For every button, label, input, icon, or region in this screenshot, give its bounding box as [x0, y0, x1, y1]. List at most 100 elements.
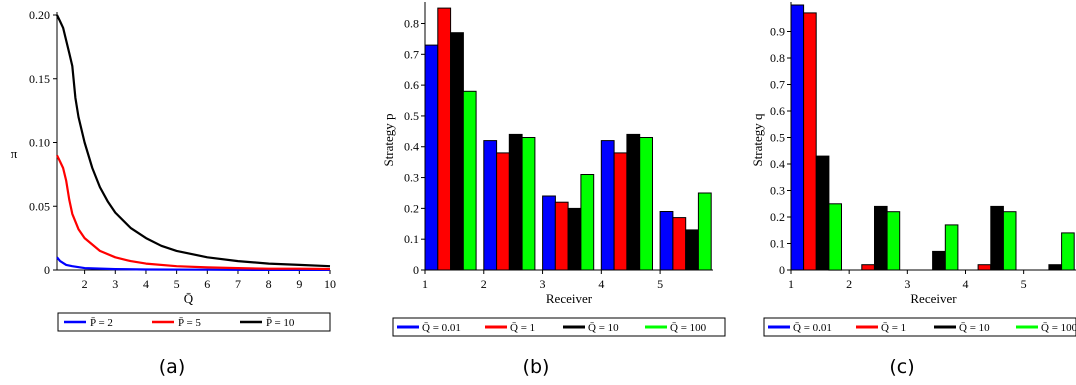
c-bar [933, 251, 946, 270]
b-y-tick-label: 0 [413, 263, 419, 277]
c-y-tick-label: 0.6 [770, 104, 785, 118]
b-bar [660, 212, 673, 271]
c-legend-label: Q̄ = 0.01 [793, 322, 832, 334]
a-x-tick-label: 3 [112, 277, 118, 291]
b-bar [451, 33, 464, 270]
c-y-tick-label: 0.9 [770, 25, 785, 39]
b-bar [543, 196, 556, 270]
a-y-tick-label: 0.20 [29, 8, 50, 22]
b-bar [425, 45, 438, 270]
b-bar [686, 230, 699, 270]
a-x-tick-label: 6 [204, 277, 210, 291]
c-y-tick-label: 0.2 [770, 210, 785, 224]
a-y-tick-label: 0.05 [29, 199, 50, 213]
a-x-tick-label: 2 [82, 277, 88, 291]
a-x-tick-label: 10 [324, 277, 336, 291]
a-x-tick-label: 4 [143, 277, 149, 291]
b-bar [698, 193, 711, 270]
b-y-tick-label: 0.5 [404, 109, 419, 123]
a-series-line [57, 155, 330, 269]
c-x-tick-label: 3 [904, 277, 910, 291]
b-bar [438, 8, 451, 270]
a-y-tick-label: 0.10 [29, 136, 50, 150]
b-bar [484, 141, 497, 270]
caption-a: (a) [159, 356, 185, 378]
b-y-tick-label: 0.4 [404, 140, 419, 154]
caption-b: (b) [523, 356, 550, 378]
c-bar [1003, 212, 1016, 270]
a-x-tick-label: 5 [174, 277, 180, 291]
a-y-axis-label: π [11, 146, 18, 161]
c-y-tick-label: 0.7 [770, 78, 785, 92]
panel-b-bar-chart: 0 0.1 0.2 0.3 0.4 0.5 0.6 0.7 0.8 1 2 3 4 5 Strategy p… [381, 2, 725, 336]
a-x-tick-label: 8 [266, 277, 272, 291]
b-x-tick-label: 5 [657, 277, 663, 291]
panel-a-line-chart: 2 3 4 5 6 7 8 9 10 0 0.05 0.10 0.15 0.20 π Q̄ P̄ = 2 P̄ =… [11, 8, 336, 331]
b-bar [463, 91, 476, 270]
c-y-tick-label: 0.1 [770, 237, 785, 251]
c-bar [862, 265, 875, 270]
c-y-axis-label: Strategy q [750, 113, 765, 167]
b-y-tick-label: 0.3 [404, 171, 419, 185]
c-legend-label: Q̄ = 10 [959, 322, 990, 334]
a-x-tick-label: 9 [296, 277, 302, 291]
a-y-tick-label: 0.15 [29, 72, 50, 86]
b-y-tick-label: 0.7 [404, 47, 419, 61]
b-x-axis-label: Receiver [546, 291, 593, 306]
b-bar [555, 202, 568, 270]
c-y-tick-label: 0.8 [770, 51, 785, 65]
c-bar [945, 225, 958, 270]
c-bar [875, 206, 888, 270]
c-legend-label: Q̄ = 100 [1041, 322, 1076, 334]
c-y-tick-label: 0.5 [770, 131, 785, 145]
b-bar [581, 175, 594, 271]
b-bar [522, 138, 535, 271]
panel-c-bar-chart: 0 0.1 0.2 0.3 0.4 0.5 0.6 0.7 0.8 0.9 1 2 3 4 5 Strateg… [750, 2, 1076, 336]
b-bar [640, 138, 653, 271]
b-bar [509, 134, 522, 270]
b-y-tick-label: 0.2 [404, 201, 419, 215]
c-bar [1049, 265, 1062, 270]
c-y-tick-label: 0.3 [770, 184, 785, 198]
a-legend-label: P̄ = 2 [90, 317, 113, 329]
b-y-axis-label: Strategy p [381, 113, 396, 166]
b-legend-label: Q̄ = 100 [670, 322, 707, 334]
c-bar [991, 206, 1004, 270]
c-y-tick-label: 0.4 [770, 157, 785, 171]
c-y-tick-label: 0 [779, 263, 785, 277]
b-legend-label: Q̄ = 0.01 [422, 322, 461, 334]
b-x-tick-label: 3 [540, 277, 546, 291]
b-bar [614, 153, 627, 270]
a-y-tick-label: 0 [44, 263, 50, 277]
b-y-tick-label: 0.1 [404, 232, 419, 246]
b-y-tick-label: 0.6 [404, 78, 419, 92]
c-bar [978, 265, 991, 270]
c-x-axis-label: Receiver [910, 291, 957, 306]
c-bar [1062, 233, 1075, 270]
b-legend-label: Q̄ = 1 [510, 322, 535, 334]
a-x-tick-label: 7 [235, 277, 241, 291]
c-x-tick-label: 4 [962, 277, 968, 291]
c-x-tick-label: 5 [1021, 277, 1027, 291]
b-y-tick-label: 0.8 [404, 16, 419, 30]
c-bar [829, 204, 842, 270]
a-legend-label: P̄ = 10 [266, 317, 295, 329]
c-bar [816, 156, 829, 270]
b-x-tick-label: 1 [422, 277, 428, 291]
c-bar [804, 13, 817, 270]
b-bar [627, 134, 640, 270]
b-bar [601, 141, 614, 270]
caption-c: (c) [889, 356, 914, 378]
b-x-tick-label: 4 [598, 277, 604, 291]
a-legend-label: P̄ = 5 [178, 317, 201, 329]
c-bar [791, 5, 804, 270]
b-legend-label: Q̄ = 10 [588, 322, 619, 334]
b-x-tick-label: 2 [481, 277, 487, 291]
b-bar [497, 153, 510, 270]
c-x-tick-label: 1 [788, 277, 794, 291]
a-x-axis-label: Q̄ [184, 291, 194, 306]
b-bar [673, 218, 686, 270]
c-bar [887, 212, 900, 270]
a-series-line [57, 15, 330, 266]
